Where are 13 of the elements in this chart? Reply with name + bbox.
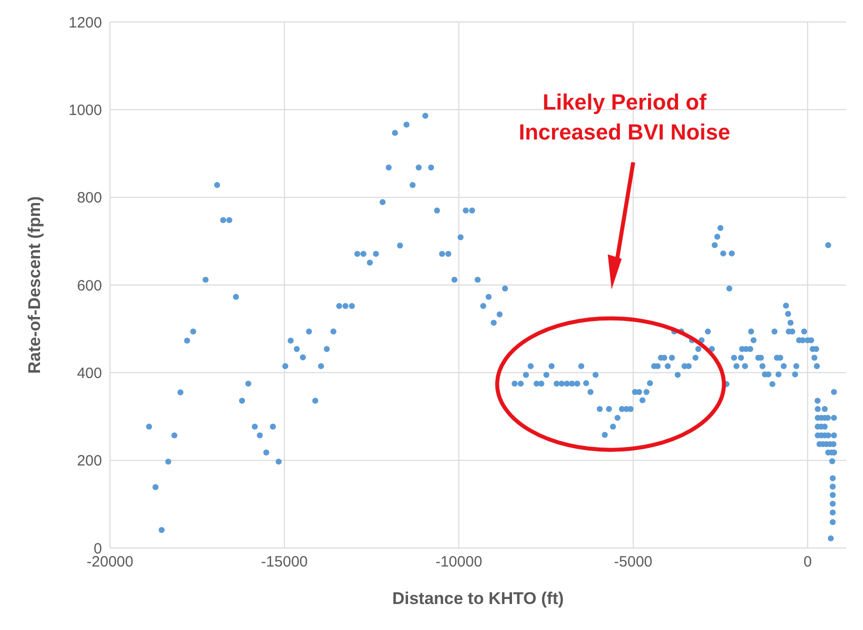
- x-tick-label: -15000: [261, 554, 308, 571]
- x-axis-title: Distance to KHTO (ft): [392, 589, 564, 608]
- x-tick-label: -10000: [435, 554, 482, 571]
- y-tick-label: 200: [76, 452, 102, 470]
- y-axis-title: Rate-of-Descent (fpm): [25, 196, 44, 374]
- y-tick-label: 800: [76, 190, 102, 207]
- annotation: Likely Period of Increased BVI Noise: [518, 90, 730, 145]
- x-tick-label: -5000: [614, 554, 652, 571]
- y-tick-label: 600: [76, 277, 102, 294]
- y-tick-label: 1200: [68, 14, 102, 32]
- y-tick-label: 1000: [68, 102, 102, 119]
- y-tick-label: 400: [76, 364, 102, 382]
- x-tick-label: 0: [803, 554, 812, 571]
